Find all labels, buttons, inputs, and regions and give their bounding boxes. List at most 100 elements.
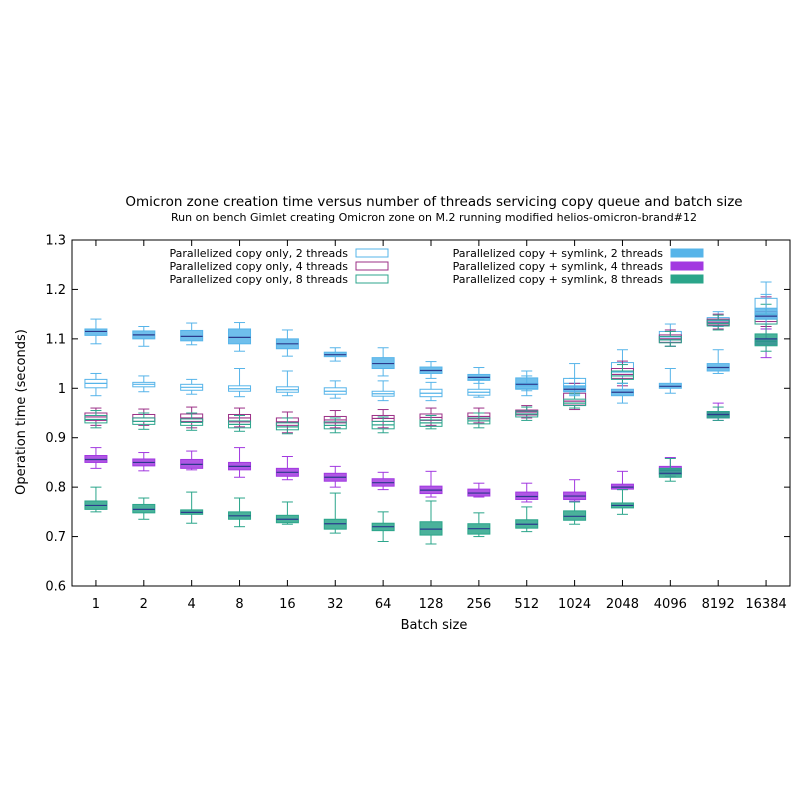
box	[419, 470, 443, 498]
box	[515, 506, 539, 533]
x-tick-label: 256	[466, 597, 491, 612]
box	[228, 497, 252, 528]
box	[323, 380, 347, 399]
box-rect	[515, 491, 539, 501]
legend-label: Parallelized copy + symlink, 2 threads	[453, 247, 664, 260]
box	[180, 491, 204, 524]
y-tick-label: 0.6	[45, 580, 66, 595]
box	[610, 364, 634, 384]
box	[228, 322, 252, 352]
box-rect	[563, 398, 587, 407]
box	[467, 412, 491, 429]
box	[84, 372, 108, 397]
chart-title: Omicron zone creation time versus number…	[125, 194, 742, 210]
box	[371, 380, 395, 402]
box	[228, 414, 252, 432]
box	[563, 479, 587, 502]
y-tick-label: 0.9	[45, 431, 66, 446]
box	[371, 416, 395, 434]
box	[228, 368, 252, 398]
box	[371, 471, 395, 491]
box	[84, 318, 108, 345]
legend-swatch	[670, 261, 704, 271]
y-tick-label: 1.1	[45, 332, 66, 347]
box	[228, 447, 252, 478]
legend-swatch	[355, 248, 389, 258]
box-rect	[419, 521, 443, 536]
x-tick-label: 4096	[654, 597, 687, 612]
x-tick-label: 512	[514, 597, 539, 612]
x-tick-label: 16384	[745, 597, 786, 612]
box	[706, 314, 730, 331]
x-tick-label: 64	[375, 597, 392, 612]
box	[371, 347, 395, 377]
box	[467, 367, 491, 384]
legend-swatch	[670, 248, 704, 258]
x-axis-label: Batch size	[401, 618, 468, 633]
legend-label: Parallelized copy only, 4 threads	[170, 260, 349, 273]
legend-swatch	[670, 274, 704, 284]
box	[419, 361, 443, 379]
box-rect	[228, 328, 252, 345]
x-tick-label: 32	[327, 597, 344, 612]
box	[563, 501, 587, 525]
box	[323, 465, 347, 488]
x-tick-label: 128	[419, 597, 444, 612]
box	[706, 349, 730, 374]
box	[371, 511, 395, 543]
box	[275, 417, 299, 435]
series-6	[84, 323, 778, 545]
x-tick-label: 16	[279, 597, 296, 612]
box	[419, 414, 443, 430]
legend-swatch	[355, 261, 389, 271]
box-rect	[515, 377, 539, 390]
y-tick-label: 1.2	[45, 283, 66, 298]
legend-label: Parallelized copy + symlink, 4 threads	[453, 260, 664, 273]
x-tick-label: 1	[92, 597, 100, 612]
x-tick-label: 4	[188, 597, 196, 612]
x-tick-label: 8	[235, 597, 243, 612]
box	[132, 412, 156, 430]
legend-entry: Parallelized copy only, 2 threads	[170, 247, 389, 260]
y-tick-label: 1.3	[45, 234, 66, 249]
y-tick-label: 0.7	[45, 530, 66, 545]
legend-label: Parallelized copy only, 2 threads	[170, 247, 349, 260]
legend-swatch	[355, 274, 389, 284]
box	[563, 377, 587, 397]
box	[467, 512, 491, 538]
box	[275, 329, 299, 357]
y-axis-label: Operation time (seconds)	[14, 329, 29, 495]
box-rect	[180, 329, 204, 342]
box	[419, 381, 443, 402]
legend-entry: Parallelized copy + symlink, 8 threads	[453, 273, 704, 286]
box	[323, 417, 347, 434]
box	[610, 489, 634, 515]
box	[323, 347, 347, 362]
box-rect	[754, 307, 778, 320]
box	[132, 375, 156, 393]
box	[84, 447, 108, 469]
chart-subtitle: Run on bench Gimlet creating Omicron zon…	[171, 211, 697, 224]
legend-entry: Parallelized copy only, 8 threads	[170, 273, 389, 286]
series-4	[84, 293, 778, 404]
box-rect	[84, 328, 108, 336]
box	[275, 370, 299, 397]
box	[658, 457, 682, 482]
x-tick-label: 2048	[606, 597, 639, 612]
box	[658, 368, 682, 394]
x-tick-label: 1024	[558, 597, 591, 612]
box	[180, 378, 204, 395]
box	[132, 497, 156, 520]
x-tick-label: 8192	[702, 597, 735, 612]
box	[180, 412, 204, 431]
legend-entry: Parallelized copy + symlink, 4 threads	[453, 260, 704, 273]
box	[275, 411, 299, 434]
box	[180, 322, 204, 346]
box	[515, 406, 539, 421]
axes: 0.6 0.7 0.8 0.9 1 1.1 1.2 1.3 1 2 4 8 16 32 64 128 256 51…	[45, 234, 791, 612]
legend-entry: Parallelized copy only, 4 threads	[170, 260, 389, 273]
y-tick-label: 0.8	[45, 481, 66, 496]
box	[84, 486, 108, 513]
box-rect	[754, 333, 778, 347]
